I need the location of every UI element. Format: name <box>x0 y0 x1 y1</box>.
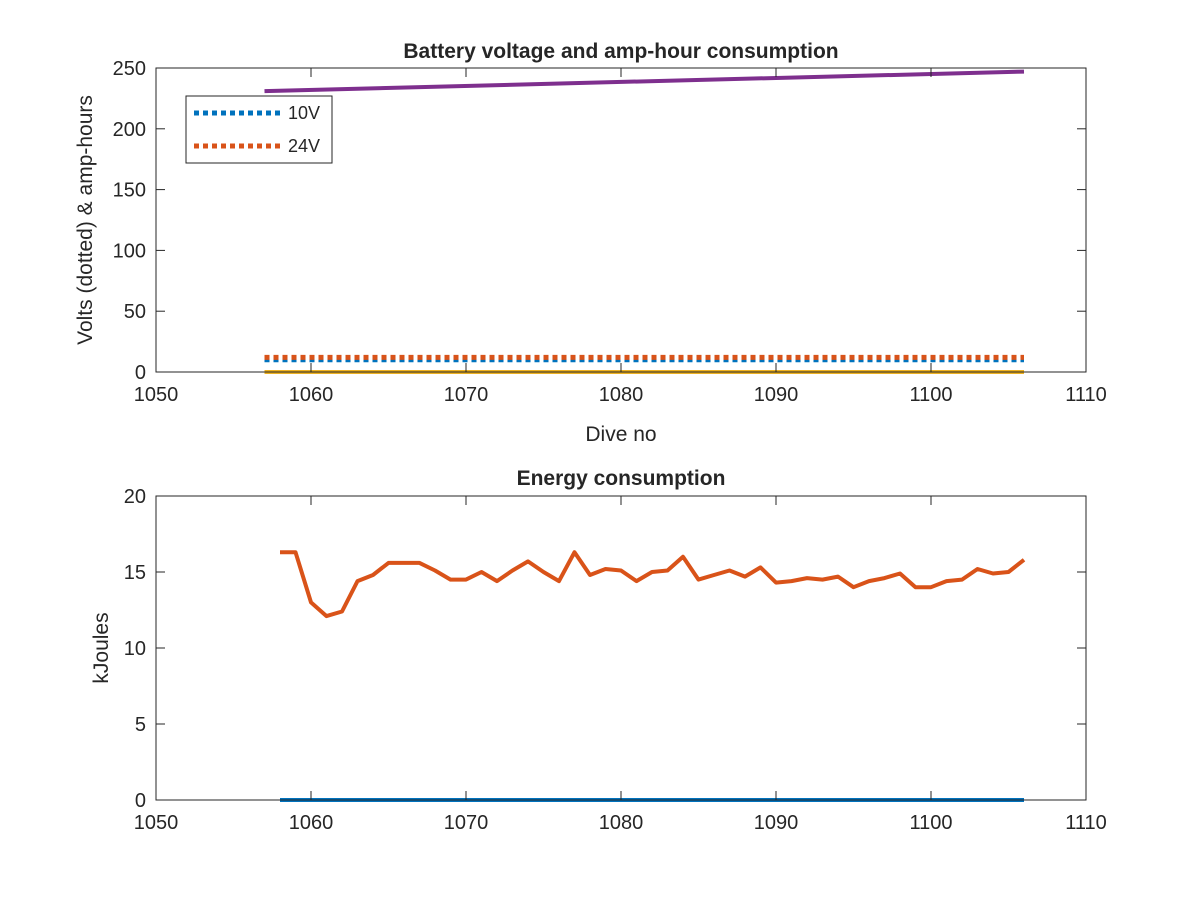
top-y-tick-label: 50 <box>124 301 146 323</box>
top-series-line-3 <box>264 69 1025 94</box>
top-y-tick-label: 250 <box>113 58 146 80</box>
top-x-tick-label: 1080 <box>599 384 644 406</box>
legend-label-24v: 24V <box>288 136 320 156</box>
bottom-subplot: 1050 1060 1070 1080 1090 1100 1110 0 5 10 15 20 Ene… <box>90 467 1107 834</box>
top-x-tick-label: 1060 <box>289 384 334 406</box>
bottom-series-line-1 <box>280 550 1026 619</box>
top-x-tick-label: 1070 <box>444 384 489 406</box>
bottom-y-tick-label: 15 <box>124 562 146 584</box>
top-chart-title: Battery voltage and amp-hour consumption <box>403 40 838 63</box>
bottom-y-tick-label: 0 <box>135 790 146 812</box>
bottom-y-axis-label: kJoules <box>90 612 113 683</box>
bottom-x-tick-label: 1090 <box>754 812 799 834</box>
bottom-y-tick-label: 10 <box>124 638 146 660</box>
bottom-ticks-group: 1050 1060 1070 1080 1090 1100 1110 0 5 10 15 20 <box>124 486 1107 834</box>
top-y-axis-label: Volts (dotted) & amp-hours <box>74 95 97 345</box>
legend-label-10v: 10V <box>288 103 320 123</box>
top-subplot: 1050 1060 1070 1080 1090 1100 1110 0 50 100 150 200… <box>74 40 1107 446</box>
bottom-x-tick-label: 1110 <box>1065 812 1107 834</box>
bottom-y-tick-label: 20 <box>124 486 146 508</box>
bottom-x-tick-label: 1080 <box>599 812 644 834</box>
top-y-tick-label: 100 <box>113 240 146 262</box>
top-y-tick-label: 200 <box>113 119 146 141</box>
bottom-x-tick-label: 1070 <box>444 812 489 834</box>
top-x-axis-label: Dive no <box>585 423 656 446</box>
top-y-tick-label: 150 <box>113 180 146 202</box>
top-x-tick-label: 1110 <box>1065 384 1107 406</box>
top-ticks-group: 1050 1060 1070 1080 1090 1100 1110 0 50 100 150 200… <box>113 58 1107 406</box>
top-x-tick-label: 1100 <box>909 384 952 406</box>
bottom-chart-title: Energy consumption <box>517 467 726 490</box>
top-x-tick-label: 1050 <box>134 384 179 406</box>
bottom-x-tick-label: 1050 <box>134 812 179 834</box>
bottom-x-tick-label: 1060 <box>289 812 334 834</box>
top-x-tick-label: 1090 <box>754 384 799 406</box>
legend: 10V 24V <box>185 95 333 164</box>
legend-box <box>185 95 333 164</box>
bottom-y-tick-label: 5 <box>135 714 146 736</box>
bottom-x-tick-label: 1100 <box>909 812 952 834</box>
top-y-tick-label: 0 <box>135 362 146 384</box>
